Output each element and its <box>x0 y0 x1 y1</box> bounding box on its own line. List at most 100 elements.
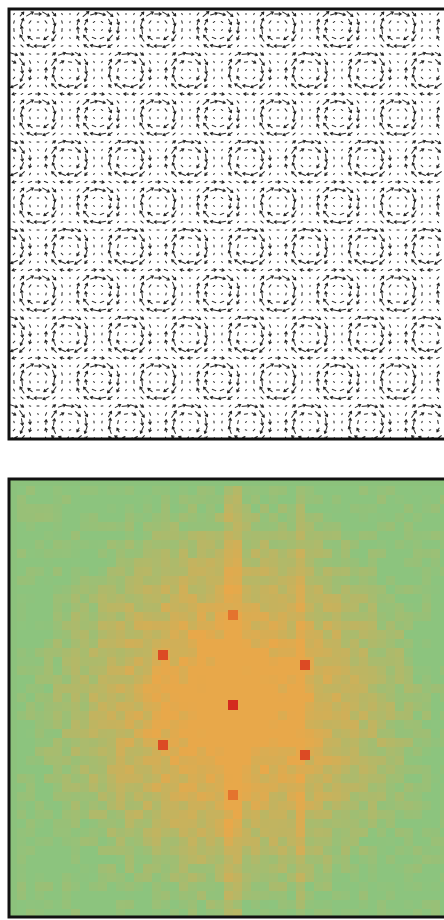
heat-cell <box>152 774 161 783</box>
heat-cell <box>125 522 134 531</box>
heat-cell <box>44 873 53 882</box>
heat-cell <box>422 909 431 916</box>
heat-cell <box>107 855 116 864</box>
heat-cell <box>413 558 422 567</box>
heat-cell <box>35 765 44 774</box>
heat-cell <box>62 864 71 873</box>
heat-cell <box>206 819 215 828</box>
heat-cell <box>242 846 251 855</box>
heat-cell <box>125 801 134 810</box>
heat-cell <box>395 909 404 916</box>
heat-cell <box>62 666 71 675</box>
heat-cell <box>314 576 323 585</box>
heat-cell <box>251 720 260 729</box>
heat-cell <box>89 576 98 585</box>
heat-cell <box>431 666 440 675</box>
heat-cell <box>287 711 296 720</box>
heat-cell <box>260 504 269 513</box>
heat-cell <box>368 558 377 567</box>
heat-cell <box>413 873 422 882</box>
heat-cell <box>188 864 197 873</box>
heat-cell <box>350 720 359 729</box>
heat-cell <box>116 783 125 792</box>
heat-cell <box>314 612 323 621</box>
heat-cell <box>116 540 125 549</box>
heat-cell <box>359 819 368 828</box>
heat-cell <box>188 873 197 882</box>
heat-cell <box>413 594 422 603</box>
heat-cell <box>125 486 134 495</box>
heat-cell <box>260 693 269 702</box>
heat-cell <box>170 747 179 756</box>
heat-cell <box>143 864 152 873</box>
heat-cell <box>224 747 233 756</box>
heat-cell <box>71 495 80 504</box>
heat-cell <box>296 864 305 873</box>
heat-cell <box>377 801 386 810</box>
heat-cell <box>269 612 278 621</box>
heat-cell <box>359 486 368 495</box>
heat-cell <box>89 909 98 916</box>
heat-cell <box>80 891 89 900</box>
heat-cell <box>98 900 107 909</box>
heat-cell <box>71 720 80 729</box>
heat-cell <box>251 603 260 612</box>
heat-cell <box>359 648 368 657</box>
heat-cell <box>242 657 251 666</box>
heat-cell <box>26 738 35 747</box>
heat-cell <box>368 774 377 783</box>
heat-cell <box>215 540 224 549</box>
heat-cell <box>188 702 197 711</box>
heat-cell <box>116 630 125 639</box>
heat-cell <box>98 684 107 693</box>
heat-cell <box>188 567 197 576</box>
heat-cell <box>107 639 116 648</box>
heat-cell <box>413 612 422 621</box>
heat-cell <box>71 864 80 873</box>
heat-cell <box>377 567 386 576</box>
heat-cell <box>440 846 444 855</box>
heat-cell <box>233 621 242 630</box>
heat-cell <box>386 864 395 873</box>
heat-cell <box>152 513 161 522</box>
heat-cell <box>260 756 269 765</box>
heat-cell <box>107 666 116 675</box>
heat-cell <box>197 486 206 495</box>
heat-cell <box>125 540 134 549</box>
heat-cell <box>323 909 332 916</box>
heat-cell <box>233 882 242 891</box>
heat-cell <box>314 720 323 729</box>
heat-cell <box>215 675 224 684</box>
heat-cell <box>440 900 444 909</box>
heat-cell <box>377 639 386 648</box>
heat-cell <box>224 801 233 810</box>
heat-cell <box>350 675 359 684</box>
heat-cell <box>71 684 80 693</box>
heat-cell <box>197 909 206 916</box>
heat-cell <box>116 864 125 873</box>
heat-cell <box>35 792 44 801</box>
heat-cell <box>215 549 224 558</box>
heat-cell <box>350 729 359 738</box>
heat-cell <box>71 567 80 576</box>
heat-cell <box>152 873 161 882</box>
heat-cell <box>44 828 53 837</box>
heat-cell <box>224 837 233 846</box>
heat-cell <box>53 891 62 900</box>
heat-cell <box>305 738 314 747</box>
heat-cell <box>161 900 170 909</box>
heat-cell <box>215 711 224 720</box>
heat-cell <box>35 675 44 684</box>
heat-cell <box>260 720 269 729</box>
heat-cell <box>296 801 305 810</box>
heat-cell <box>152 549 161 558</box>
heat-cell <box>242 666 251 675</box>
heat-cell <box>278 738 287 747</box>
heat-cell <box>332 900 341 909</box>
heat-cell <box>296 567 305 576</box>
heat-cell <box>161 621 170 630</box>
heat-cell <box>440 684 444 693</box>
heat-cell <box>233 630 242 639</box>
heat-cell <box>278 900 287 909</box>
heat-cell <box>287 648 296 657</box>
